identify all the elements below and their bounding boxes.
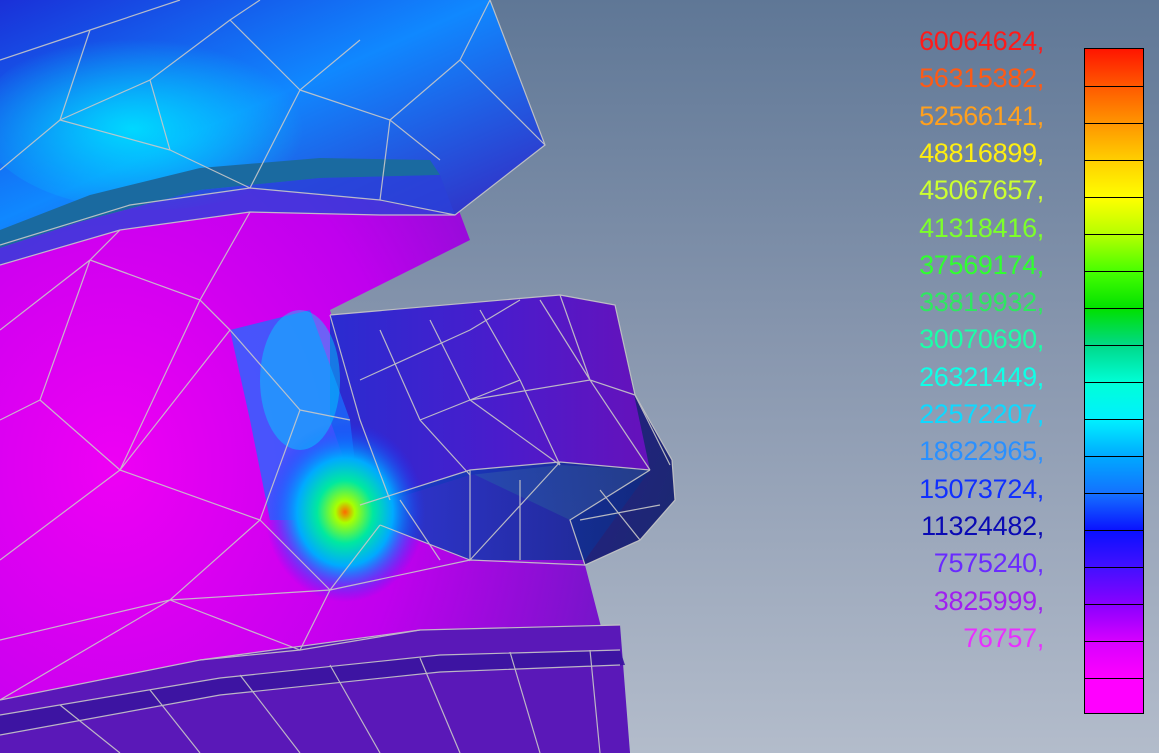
legend-value-label: 60064624, (919, 26, 1044, 56)
legend-color-band (1085, 160, 1143, 198)
legend-color-band (1085, 493, 1143, 531)
legend-value-label: 33819932, (919, 287, 1044, 318)
legend-color-band (1085, 123, 1143, 161)
mesh-wireframe (0, 0, 676, 753)
legend-value-label: 76757, (963, 622, 1044, 653)
legend-value-label: 56315382, (919, 63, 1044, 94)
legend-color-band (1085, 530, 1143, 568)
legend-value-label: 26321449, (919, 361, 1044, 392)
stress-hotspot (265, 422, 425, 602)
legend-color-band (1085, 604, 1143, 642)
legend-value-label: 30070690, (919, 324, 1044, 355)
legend-value-label: 52566141, (919, 100, 1044, 131)
legend-value-label: 45067657, (919, 175, 1044, 206)
legend-color-band (1085, 271, 1143, 309)
legend-value-label: 41318416, (919, 212, 1044, 243)
color-legend: 60064624, 56315382, 52566141, 48816899, 4506… (880, 26, 1150, 753)
legend-value-label: 18822965, (919, 436, 1044, 467)
upper-groove (0, 158, 440, 248)
legend-colorbar (1084, 48, 1144, 714)
legend-value-label: 48816899, (919, 137, 1044, 168)
legend-value-label: 37569174, (919, 249, 1044, 280)
legend-value-label: 3825999, (933, 585, 1045, 616)
legend-value-label: 15073724, (919, 473, 1044, 504)
tooth-side-face (570, 305, 675, 565)
legend-color-band (1085, 567, 1143, 605)
legend-color-band (1085, 456, 1143, 494)
contact-tooth (330, 295, 670, 505)
legend-color-band (1085, 49, 1143, 87)
legend-value-label: 11324482, (921, 510, 1044, 541)
legend-color-band (1085, 86, 1143, 124)
legend-color-band (1085, 382, 1143, 420)
legend-color-band (1085, 234, 1143, 272)
legend-color-band (1085, 308, 1143, 346)
legend-color-band (1085, 345, 1143, 383)
legend-color-band (1085, 678, 1143, 713)
legend-value-label: 22572207, (919, 399, 1044, 429)
legend-value-label: 7575240, (933, 548, 1045, 579)
legend-color-band (1085, 419, 1143, 457)
legend-color-band (1085, 641, 1143, 679)
legend-color-band (1085, 197, 1143, 235)
